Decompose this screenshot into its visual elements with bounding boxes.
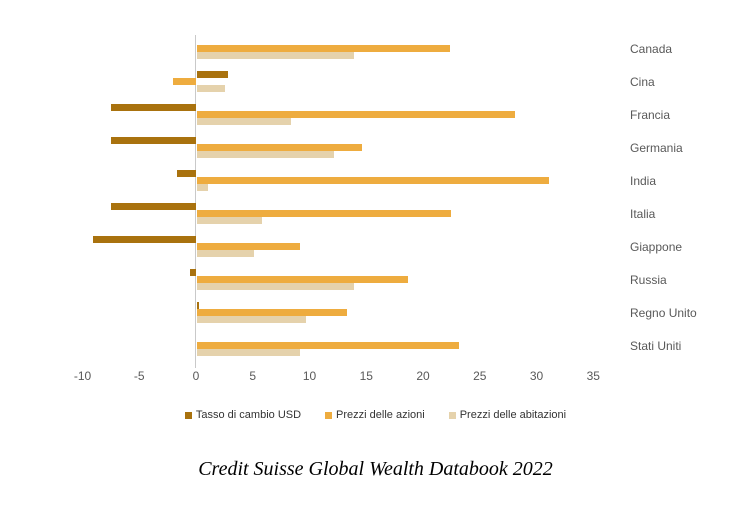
x-tick-20: 20 bbox=[416, 369, 430, 383]
legend-swatch-dark-gold bbox=[184, 411, 192, 419]
bar-russia-series-0 bbox=[190, 269, 196, 276]
bar-stati-uniti-series-2 bbox=[197, 349, 301, 356]
bar-germania-series-1 bbox=[197, 144, 362, 151]
bar-giappone-series-1 bbox=[197, 243, 301, 250]
bar-germania-series-2 bbox=[197, 151, 335, 158]
bar-francia-series-0 bbox=[110, 104, 196, 111]
legend-item-prezzi-delle-abitazioni: Prezzi delle abitazioni bbox=[448, 409, 567, 421]
bar-italia-series-2 bbox=[197, 217, 262, 224]
bar-canada-series-1 bbox=[197, 45, 451, 52]
category-label-italia: Italia bbox=[630, 206, 656, 221]
category-label-india: India bbox=[630, 173, 657, 188]
legend-swatch-orange bbox=[325, 411, 333, 419]
category-label-russia: Russia bbox=[630, 272, 667, 287]
x-tick-25: 25 bbox=[473, 369, 487, 383]
category-label-canada: Canada bbox=[630, 41, 673, 56]
legend-label: Prezzi delle azioni bbox=[336, 409, 425, 421]
legend-label: Prezzi delle abitazioni bbox=[459, 409, 567, 421]
x-tick-10: 10 bbox=[302, 369, 317, 383]
category-label-regno-unito: Regno Unito bbox=[630, 305, 697, 320]
bar-italia-series-1 bbox=[197, 210, 452, 217]
bar-francia-series-2 bbox=[197, 118, 292, 125]
bar-regno-unito-series-0 bbox=[197, 302, 200, 309]
bar-india-series-0 bbox=[176, 170, 196, 177]
category-label-francia: Francia bbox=[630, 107, 671, 122]
bar-russia-series-2 bbox=[197, 283, 354, 290]
bar-regno-unito-series-2 bbox=[197, 316, 306, 323]
zero-axis-line bbox=[195, 35, 196, 368]
category-label-stati-uniti: Stati Uniti bbox=[630, 338, 682, 353]
bar-india-series-1 bbox=[197, 177, 549, 184]
bar-cina-series-0 bbox=[197, 71, 228, 78]
bar-francia-series-1 bbox=[197, 111, 515, 118]
category-label-giappone: Giappone bbox=[630, 239, 683, 254]
bar-giappone-series-2 bbox=[197, 250, 254, 257]
bar-stati-uniti-series-1 bbox=[197, 342, 460, 349]
x-tick-35: 35 bbox=[586, 369, 600, 383]
figure-caption: Credit Suisse Global Wealth Databook 202… bbox=[198, 458, 553, 480]
legend-swatch-tan bbox=[448, 411, 456, 419]
category-label-cina: Cina bbox=[630, 74, 655, 89]
bar-cina-series-1 bbox=[173, 78, 196, 85]
legend-label: Tasso di cambio USD bbox=[195, 409, 302, 421]
legend-item-tasso-di-cambio-usd: Tasso di cambio USD bbox=[184, 409, 302, 421]
bar-cina-series-2 bbox=[197, 85, 226, 92]
x-tick--5: -5 bbox=[133, 369, 145, 383]
x-tick--10: -10 bbox=[73, 369, 92, 383]
x-tick-30: 30 bbox=[529, 369, 544, 383]
bar-giappone-series-0 bbox=[92, 236, 196, 243]
bar-india-series-2 bbox=[197, 184, 209, 191]
x-tick-5: 5 bbox=[249, 369, 257, 383]
bar-russia-series-1 bbox=[197, 276, 409, 283]
bar-italia-series-0 bbox=[110, 203, 196, 210]
legend-item-prezzi-delle-azioni: Prezzi delle azioni bbox=[325, 409, 425, 421]
bar-regno-unito-series-1 bbox=[197, 309, 347, 316]
x-tick-15: 15 bbox=[359, 369, 373, 383]
x-tick-0: 0 bbox=[192, 369, 200, 383]
chart-legend: Tasso di cambio USD Prezzi delle azioni … bbox=[0, 409, 751, 421]
bar-canada-series-2 bbox=[197, 52, 354, 59]
bar-germania-series-0 bbox=[110, 137, 196, 144]
category-label-germania: Germania bbox=[630, 140, 683, 155]
